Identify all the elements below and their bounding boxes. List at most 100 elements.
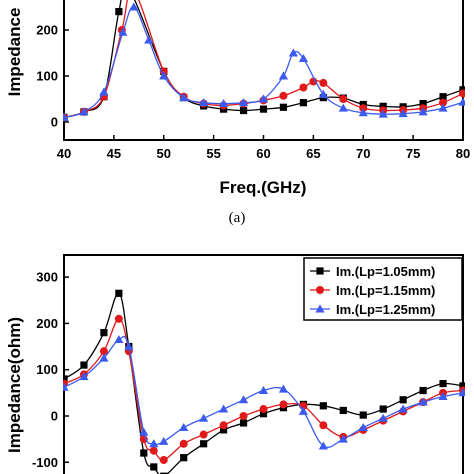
- data-point: [140, 449, 148, 457]
- y-tick-label: 100: [36, 69, 58, 84]
- data-point: [399, 396, 407, 404]
- y-axis-label-a: Impedance: [5, 8, 24, 97]
- y-tick-label: 300: [36, 270, 58, 285]
- data-point: [278, 384, 289, 393]
- legend-item: Im.(Lp=1.05mm): [310, 264, 435, 279]
- data-point: [379, 405, 387, 413]
- data-point: [359, 411, 367, 419]
- series-group-b: [63, 289, 465, 474]
- data-point: [279, 91, 288, 100]
- data-point: [238, 98, 249, 107]
- data-point: [318, 89, 328, 98]
- data-point: [180, 454, 188, 462]
- data-point: [459, 382, 465, 390]
- data-point: [338, 434, 348, 443]
- legend-item: Im.(Lp=1.15mm): [310, 283, 435, 298]
- data-point: [279, 400, 288, 409]
- data-point: [159, 71, 169, 80]
- x-tick-label: 80: [456, 146, 470, 161]
- data-point: [159, 436, 169, 445]
- data-point: [259, 105, 268, 113]
- data-point: [438, 103, 448, 112]
- data-point: [63, 382, 69, 391]
- legend-item: Im.(Lp=1.25mm): [310, 302, 435, 317]
- data-point: [279, 103, 288, 111]
- data-point: [118, 27, 128, 36]
- data-point: [439, 93, 447, 101]
- data-point: [179, 93, 189, 102]
- data-point: [239, 412, 248, 420]
- data-point: [358, 422, 368, 432]
- data-point: [115, 289, 123, 297]
- data-point: [219, 421, 228, 430]
- data-point: [160, 472, 168, 474]
- x-tick-label: 70: [356, 146, 370, 161]
- legend-label: Im.(Lp=1.05mm): [336, 264, 435, 279]
- series-2: [63, 0, 465, 122]
- data-point: [338, 103, 348, 112]
- data-point: [319, 421, 328, 430]
- impedance-chart-a: 0 100 200 40 45 50 55 60 65 70 75 80 Impedance Freq…: [5, 0, 470, 226]
- data-point: [299, 83, 308, 92]
- x-tick-label: 55: [206, 146, 220, 161]
- data-point: [278, 71, 289, 80]
- legend-label: Im.(Lp=1.25mm): [336, 302, 435, 317]
- data-point: [358, 108, 368, 117]
- x-tick-label: 65: [306, 146, 320, 161]
- data-point: [144, 35, 154, 44]
- x-tick-label: 75: [406, 146, 420, 161]
- data-point: [458, 388, 465, 397]
- data-point: [398, 109, 408, 118]
- data-point: [318, 441, 328, 450]
- data-point: [80, 361, 88, 369]
- data-point: [149, 439, 159, 448]
- data-point: [199, 413, 209, 422]
- data-point: [438, 391, 448, 401]
- y-tick-label: 0: [51, 409, 58, 424]
- data-point: [288, 48, 299, 57]
- data-point: [258, 385, 269, 394]
- data-point: [150, 463, 158, 471]
- data-point: [259, 405, 268, 414]
- data-point: [379, 102, 387, 110]
- data-point: [398, 404, 408, 413]
- y-axis-label-b: Impedance(ohm): [5, 317, 24, 453]
- legend-box: [303, 257, 463, 321]
- y-tick-label: 200: [36, 316, 58, 331]
- data-point: [129, 2, 139, 11]
- data-point: [79, 107, 89, 116]
- axis-ticks-b: -100 0 100 200 300: [32, 270, 69, 470]
- data-point: [339, 95, 348, 103]
- data-point: [220, 426, 228, 434]
- legend: Im.(Lp=1.05mm) Im.(Lp=1.15mm) Im.(Lp=1.25m…: [303, 257, 463, 321]
- data-point: [439, 98, 448, 107]
- data-point: [159, 455, 168, 464]
- caption-a: (a): [229, 210, 246, 226]
- data-point: [319, 402, 327, 410]
- axis-ticks-a: 0 100 200 40 45 50 55 60 65 70 75 80: [36, 23, 470, 162]
- data-point: [99, 347, 108, 356]
- series-group-a: [63, 0, 465, 122]
- y-tick-label: 200: [36, 23, 58, 38]
- data-point: [459, 89, 465, 98]
- x-tick-label: 50: [157, 146, 171, 161]
- series-3: [63, 2, 465, 121]
- data-point: [219, 404, 229, 413]
- x-tick-label: 60: [256, 146, 270, 161]
- data-point: [419, 386, 427, 395]
- data-point: [439, 379, 447, 388]
- y-tick-label: -100: [32, 455, 58, 470]
- impedance-chart-b: -100 0 100 200 300 Impedance(ohm) Im.(Lp=1.0…: [5, 254, 465, 474]
- data-point: [199, 430, 208, 439]
- data-point: [99, 353, 109, 362]
- data-point: [114, 314, 123, 323]
- data-point: [100, 329, 108, 337]
- data-point: [316, 286, 324, 294]
- data-point: [418, 397, 428, 406]
- x-tick-label: 45: [107, 146, 121, 161]
- data-point: [99, 87, 109, 96]
- data-point: [79, 372, 89, 381]
- y-tick-label: 0: [51, 115, 58, 130]
- data-point: [339, 406, 347, 415]
